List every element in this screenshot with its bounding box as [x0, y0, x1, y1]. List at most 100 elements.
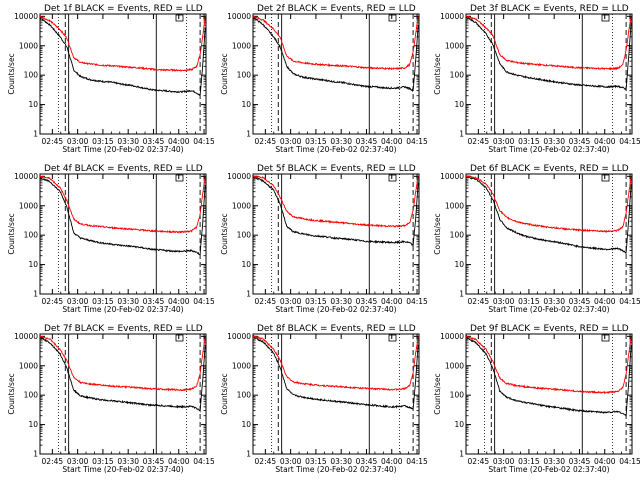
events-series-line: [466, 16, 632, 91]
lld-series-line: [253, 334, 419, 392]
x-tick-label: 04:00: [594, 297, 616, 306]
plot-frame: [252, 13, 420, 135]
lld-series-line: [466, 175, 632, 233]
y-tick-label: 1000: [19, 41, 38, 50]
x-tick-label: 03:00: [493, 137, 515, 146]
x-tick-label: 03:30: [543, 297, 565, 306]
x-axis-label: Start Time (20-Feb-02 02:37:40): [488, 305, 609, 314]
x-tick-label: 03:45: [143, 297, 165, 306]
events-series-line: [253, 175, 419, 247]
y-tick-label: 10: [454, 420, 464, 429]
x-tick-label: 04:15: [406, 137, 428, 146]
y-tick-label: 100: [24, 231, 39, 240]
plot-frame: [39, 13, 207, 135]
y-tick-label: 1: [33, 130, 38, 139]
plot-frame: [39, 173, 207, 295]
range-box: [601, 174, 610, 182]
panel-title: Det 1f BLACK = Events, RED = LLD: [44, 4, 203, 14]
y-tick-label: 100: [24, 71, 39, 80]
y-tick-label: 1000: [232, 201, 251, 210]
y-tick-label: 100: [237, 71, 252, 80]
y-axis-label: Counts/sec: [220, 373, 229, 414]
x-tick-label: 03:45: [356, 297, 378, 306]
lld-series-line: [466, 334, 632, 395]
y-axis-label: Counts/sec: [433, 53, 442, 94]
y-tick-label: 10: [454, 260, 464, 269]
x-axis-label: Start Time (20-Feb-02 02:37:40): [62, 145, 183, 154]
plot-frame: [465, 13, 633, 135]
x-tick-label: 03:45: [569, 297, 591, 306]
x-tick-label: 03:00: [280, 457, 302, 466]
x-tick-label: 03:30: [330, 457, 352, 466]
y-tick-label: 10000: [14, 12, 38, 21]
range-box: [388, 334, 397, 342]
x-tick-label: 03:00: [493, 297, 515, 306]
range-box: [601, 14, 610, 22]
plot-frame: [465, 173, 633, 295]
y-tick-label: 10: [28, 100, 38, 109]
lld-series-line: [253, 16, 419, 71]
x-tick-label: 03:15: [518, 457, 540, 466]
x-tick-label: 02:45: [468, 137, 490, 146]
y-tick-label: 10000: [440, 172, 464, 181]
x-tick-label: 04:00: [168, 457, 190, 466]
y-tick-label: 10000: [14, 332, 38, 341]
panel-title: Det 7f BLACK = Events, RED = LLD: [44, 324, 203, 334]
range-box: [388, 174, 397, 182]
range-box: [175, 174, 184, 182]
y-tick-label: 10000: [440, 332, 464, 341]
y-tick-label: 10000: [440, 12, 464, 21]
x-tick-label: 04:00: [381, 137, 403, 146]
x-tick-label: 04:15: [406, 457, 428, 466]
panel-7: Det 7f BLACK = Events, RED = LLD 1 10 100 10…: [7, 324, 215, 474]
events-series-line: [253, 16, 419, 93]
x-axis-label: Start Time (20-Feb-02 02:37:40): [275, 145, 396, 154]
y-axis-label: Counts/sec: [433, 213, 442, 254]
plot-frame: [252, 173, 420, 295]
range-box: [601, 334, 610, 342]
x-tick-label: 03:00: [280, 137, 302, 146]
events-series-line: [466, 175, 632, 254]
y-tick-label: 10000: [227, 12, 251, 21]
x-tick-label: 03:30: [117, 137, 139, 146]
y-tick-label: 10000: [14, 172, 38, 181]
x-tick-label: 03:00: [67, 137, 89, 146]
panel-4: Det 4f BLACK = Events, RED = LLD 1 10 100 10…: [7, 164, 215, 314]
x-tick-label: 02:45: [42, 457, 64, 466]
range-box: [175, 14, 184, 22]
x-tick-label: 03:30: [330, 297, 352, 306]
y-tick-label: 1000: [445, 41, 464, 50]
y-tick-label: 10000: [227, 332, 251, 341]
y-tick-label: 100: [450, 231, 465, 240]
x-tick-label: 02:45: [255, 297, 277, 306]
events-series-line: [40, 335, 206, 413]
x-tick-label: 03:45: [143, 457, 165, 466]
plot-frame: [39, 333, 207, 455]
y-tick-label: 1: [459, 450, 464, 459]
panel-title: Det 4f BLACK = Events, RED = LLD: [44, 164, 203, 174]
x-axis-label: Start Time (20-Feb-02 02:37:40): [62, 305, 183, 314]
x-tick-label: 04:15: [193, 297, 215, 306]
y-tick-label: 1: [33, 450, 38, 459]
x-tick-label: 04:00: [168, 297, 190, 306]
y-tick-label: 1000: [19, 361, 38, 370]
events-series-line: [40, 17, 206, 96]
x-tick-label: 04:15: [193, 457, 215, 466]
x-tick-label: 03:45: [569, 457, 591, 466]
x-tick-label: 04:00: [594, 457, 616, 466]
y-tick-label: 100: [24, 391, 39, 400]
panel-title: Det 2f BLACK = Events, RED = LLD: [257, 4, 416, 14]
x-tick-label: 04:15: [193, 137, 215, 146]
x-tick-label: 04:15: [619, 457, 640, 466]
y-tick-label: 10: [28, 260, 38, 269]
x-axis-label: Start Time (20-Feb-02 02:37:40): [488, 145, 609, 154]
x-tick-label: 03:15: [305, 457, 327, 466]
lld-series-line: [253, 175, 419, 228]
panel-title: Det 3f BLACK = Events, RED = LLD: [470, 4, 629, 14]
x-axis-label: Start Time (20-Feb-02 02:37:40): [275, 465, 396, 474]
x-tick-label: 03:30: [543, 457, 565, 466]
y-tick-label: 10: [241, 420, 251, 429]
x-tick-label: 03:15: [92, 137, 114, 146]
panel-5: Det 5f BLACK = Events, RED = LLD 1 10 100 10…: [220, 164, 428, 314]
